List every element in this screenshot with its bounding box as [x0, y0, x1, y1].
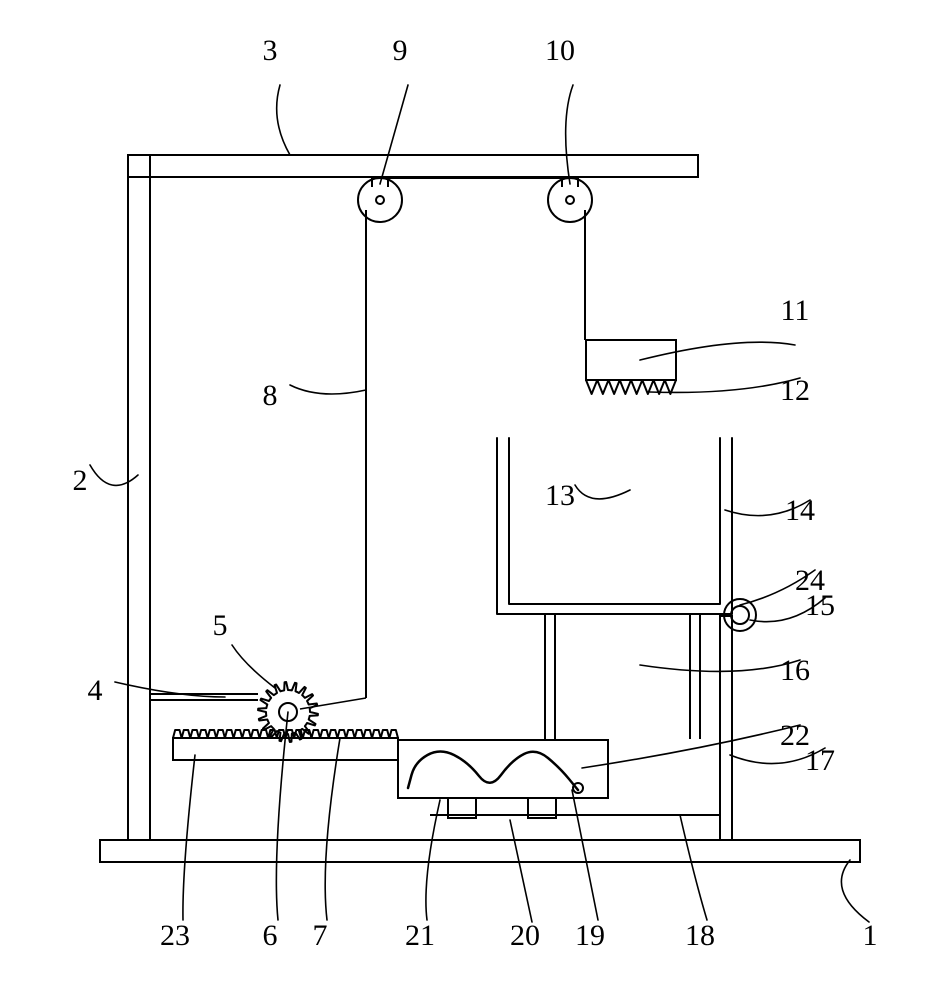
- left-post: [128, 155, 150, 840]
- label-22: 22: [780, 719, 810, 752]
- leader-23: [183, 755, 195, 920]
- label-16: 16: [780, 654, 810, 687]
- leader-21: [426, 800, 440, 920]
- leader-20: [510, 820, 532, 922]
- baseplate: [100, 840, 860, 862]
- label-9: 9: [393, 34, 408, 67]
- container-inner: [509, 438, 720, 604]
- pulley-axle-0: [376, 196, 384, 204]
- leader-10: [566, 85, 573, 184]
- label-20: 20: [510, 919, 540, 952]
- cam-curve: [408, 752, 578, 791]
- label-14: 14: [785, 494, 815, 527]
- leader-5: [232, 645, 275, 688]
- leader-2: [90, 465, 138, 485]
- leader-13: [575, 485, 630, 499]
- cam-end: [573, 783, 583, 793]
- winder-inner: [731, 606, 749, 624]
- label-12: 12: [780, 374, 810, 407]
- label-8: 8: [263, 379, 278, 412]
- label-19: 19: [575, 919, 605, 952]
- top-beam: [128, 155, 698, 177]
- label-24: 24: [795, 564, 825, 597]
- label-6: 6: [263, 919, 278, 952]
- label-2: 2: [73, 464, 88, 497]
- label-10: 10: [545, 34, 575, 67]
- leader-9: [380, 85, 408, 184]
- label-23: 23: [160, 919, 190, 952]
- container-outer: [497, 438, 732, 614]
- label-1: 1: [863, 919, 878, 952]
- label-4: 4: [88, 674, 103, 707]
- label-5: 5: [213, 609, 228, 642]
- label-21: 21: [405, 919, 435, 952]
- leader-3: [277, 85, 290, 155]
- label-11: 11: [781, 294, 810, 327]
- label-3: 3: [263, 34, 278, 67]
- pulley-axle-1: [566, 196, 574, 204]
- label-18: 18: [685, 919, 715, 952]
- leader-19: [572, 790, 598, 920]
- leader-6: [276, 712, 288, 920]
- label-13: 13: [545, 479, 575, 512]
- leader-1: [841, 860, 869, 922]
- punch-block: [586, 340, 676, 380]
- label-7: 7: [313, 919, 328, 952]
- strut-right: [720, 616, 732, 840]
- leader-18: [680, 815, 707, 920]
- leader-8: [290, 385, 366, 394]
- leader-7: [325, 738, 340, 920]
- leader-11: [640, 342, 795, 360]
